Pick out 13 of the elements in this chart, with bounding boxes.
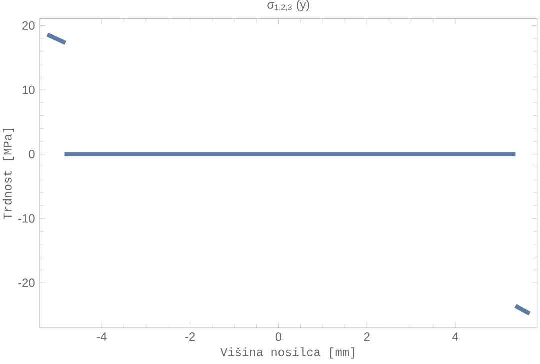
y-tick-label: -10: [18, 214, 35, 223]
x-tick-label: 2: [364, 332, 370, 342]
x-tick-label: 0: [276, 332, 282, 342]
y-tick-label: -20: [18, 278, 35, 288]
y-axis-title: Trdnost [MPa]: [3, 129, 14, 220]
y-tick-label: 10: [22, 86, 35, 94]
x-tick-label: -4: [97, 332, 107, 341]
x-axis-title: Višina nosilca [mm]: [220, 348, 354, 359]
y-tick-label: 20: [22, 22, 35, 30]
x-tick-label: -2: [186, 332, 196, 342]
y-tick-label: 0: [29, 150, 35, 159]
x-tick-label: 4: [452, 332, 459, 341]
chart-title: σ$_{1,2,3}$ (y): [268, 0, 310, 12]
